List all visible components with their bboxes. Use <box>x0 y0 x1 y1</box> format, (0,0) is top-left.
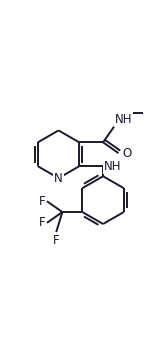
Text: F: F <box>53 234 60 247</box>
Text: NH: NH <box>104 160 121 173</box>
Text: F: F <box>39 216 45 229</box>
Text: NH: NH <box>115 113 132 126</box>
Text: F: F <box>39 195 45 208</box>
Text: O: O <box>122 147 132 160</box>
Text: N: N <box>54 172 63 185</box>
